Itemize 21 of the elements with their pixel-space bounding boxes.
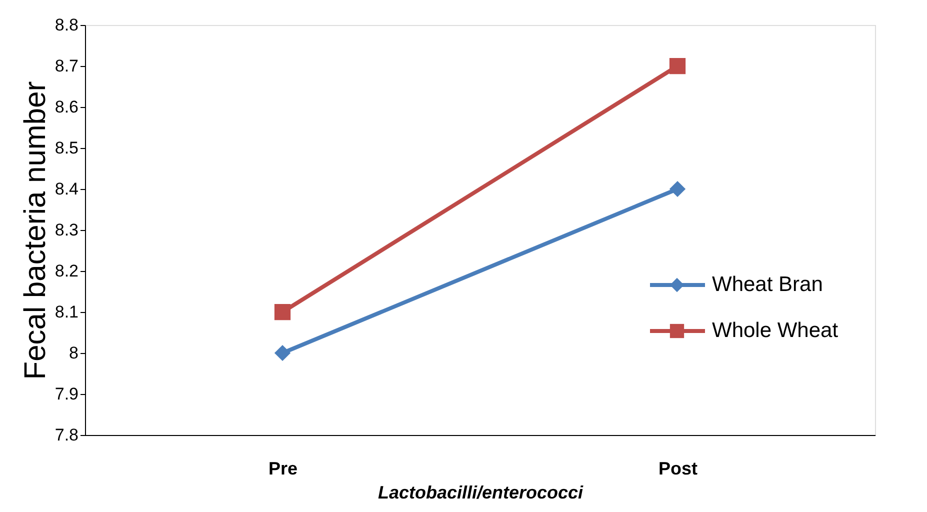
y-tick-label: 8.3: [54, 220, 78, 240]
legend-label: Wheat Bran: [712, 273, 823, 296]
x-tick-label: Post: [658, 458, 698, 478]
point: [274, 304, 291, 320]
y-tick-label: 7.9: [54, 384, 78, 404]
y-tick-label: 8.6: [54, 98, 78, 116]
x-tick-label: Pre: [268, 458, 298, 478]
y-axis-title: Fecal bacteria number: [18, 81, 52, 380]
y-tick-label: 8.5: [54, 138, 78, 158]
legend-label: Whole Wheat: [712, 319, 838, 342]
y-tick-label: 8.1: [54, 302, 78, 322]
y-tick-label: 8.7: [54, 56, 78, 76]
y-tick-label: 8.2: [54, 262, 78, 280]
y-tick-label: 7.8: [54, 426, 78, 444]
point: [669, 180, 686, 198]
point: [274, 344, 291, 362]
y-tick-label: 8: [69, 344, 78, 362]
y-tick-label: 8.8: [54, 16, 78, 34]
x-axis-title: Lactobacilli/enterococci: [378, 482, 584, 502]
y-tick-label: 8.4: [54, 180, 78, 198]
point: [669, 58, 686, 74]
